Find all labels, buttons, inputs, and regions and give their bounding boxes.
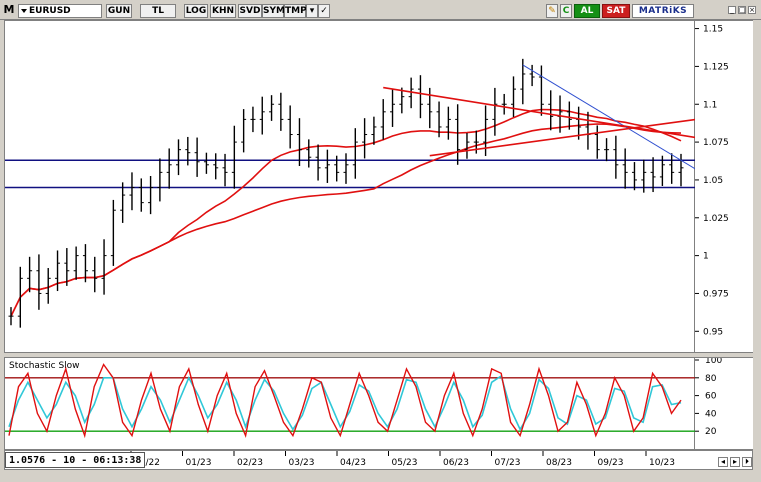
matriks-logo: MATRiKS xyxy=(632,4,694,18)
price-chart-panel[interactable] xyxy=(4,20,697,354)
time-axis-label: 02/23 xyxy=(237,458,263,468)
check-icon[interactable]: ✓ xyxy=(318,4,330,18)
stochastic-k-line xyxy=(8,363,682,439)
time-axis-label: 04/23 xyxy=(340,458,366,468)
scroll-end-icon[interactable]: ⏵ xyxy=(742,457,752,467)
stochastic-title: Stochastic Slow xyxy=(9,361,80,371)
price-axis-label: 1.15 xyxy=(703,25,723,35)
khn-button[interactable]: KHN xyxy=(210,4,236,18)
menu-button[interactable]: M xyxy=(3,3,15,16)
price-axis-label: 1.025 xyxy=(703,214,729,224)
period-daily-button[interactable]: GUN xyxy=(106,4,132,18)
red-trend-line-lower xyxy=(429,118,697,157)
downtrend-line xyxy=(522,64,697,170)
price-axis-label: 1 xyxy=(703,252,709,262)
moving-average-slow xyxy=(10,123,682,317)
time-axis-label: 10/23 xyxy=(649,458,675,468)
time-axis-label: 12/22 xyxy=(134,458,160,468)
symbol-input[interactable]: EURUSD xyxy=(18,4,102,18)
time-axis-label: 05/23 xyxy=(392,458,418,468)
template-dropdown-icon[interactable]: ▾ xyxy=(306,4,318,18)
time-axis-label: 09/23 xyxy=(598,458,624,468)
svd-button[interactable]: SVD xyxy=(238,4,262,18)
minimize-icon[interactable]: _ xyxy=(728,6,736,14)
stochastic-axis-label: 100 xyxy=(705,358,722,366)
close-icon[interactable]: × xyxy=(748,6,756,14)
buy-button[interactable]: AL xyxy=(574,4,600,18)
time-axis-label: 01/23 xyxy=(186,458,212,468)
price-axis-ticks: 1.15 1.125 1.1 1.075 1.05 1.025 1 0.975 0.95 xyxy=(695,25,729,337)
symbol-button[interactable]: SYM xyxy=(262,4,285,18)
stochastic-axis-label: 60 xyxy=(705,392,717,402)
price-axis-label: 1.075 xyxy=(703,138,729,148)
edit-icon[interactable]: ✎ xyxy=(546,4,558,18)
time-axis-label: 06/23 xyxy=(443,458,469,468)
price-axis-label: 1.1 xyxy=(703,100,717,110)
stochastic-axis-ticks: 100 80 60 40 20 xyxy=(695,356,722,437)
stochastic-panel[interactable]: Stochastic Slow xyxy=(4,357,696,451)
scroll-right-icon[interactable]: ▸ xyxy=(730,457,740,467)
scroll-left-icon[interactable]: ◂ xyxy=(718,457,728,467)
price-axis-label: 0.975 xyxy=(703,289,729,299)
red-trend-line-upper xyxy=(383,86,697,139)
template-button[interactable]: TMP xyxy=(284,4,307,18)
currency-tl-button[interactable]: TL xyxy=(140,4,176,18)
sell-button[interactable]: SAT xyxy=(602,4,630,18)
log-scale-button[interactable]: LOG xyxy=(184,4,208,18)
stochastic-axis: 100 80 60 40 20 xyxy=(695,356,753,450)
stochastic-axis-label: 80 xyxy=(705,374,717,384)
time-axis-ticks: 12/22 01/23 02/23 03/23 04/23 05/23 06/23 07/23… xyxy=(130,451,675,468)
symbol-dropdown-icon[interactable] xyxy=(21,8,27,13)
time-axis: 12/22 01/23 02/23 03/23 04/23 05/23 06/23 07/23… xyxy=(4,450,753,470)
stochastic-axis-label: 20 xyxy=(705,427,717,437)
price-axis-label: 1.125 xyxy=(703,62,729,72)
symbol-value: EURUSD xyxy=(29,6,71,16)
stochastic-chart[interactable]: Stochastic Slow xyxy=(5,358,696,451)
price-axis: 1.15 1.125 1.1 1.075 1.05 1.025 1 0.975 0.95 xyxy=(695,20,753,353)
price-chart[interactable] xyxy=(5,21,697,354)
refresh-c-button[interactable]: C xyxy=(560,4,572,18)
chart-toolbar: M EURUSD GUN TL LOG KHN SVD SYM TMP ▾ ✓ … xyxy=(0,0,761,20)
time-axis-label: 08/23 xyxy=(546,458,572,468)
time-axis-label: 03/23 xyxy=(289,458,315,468)
price-axis-label: 0.95 xyxy=(703,327,723,337)
bottom-strip: ◂ ▸ ⏵ xyxy=(0,457,761,482)
price-readout: 1.0576 - 10 - 06:13:38 xyxy=(5,452,146,468)
maximize-icon[interactable]: □ xyxy=(738,6,746,14)
stochastic-axis-label: 40 xyxy=(705,409,717,419)
price-axis-label: 1.05 xyxy=(703,176,723,186)
time-axis-label: 07/23 xyxy=(495,458,521,468)
moving-average-fast xyxy=(10,108,682,317)
